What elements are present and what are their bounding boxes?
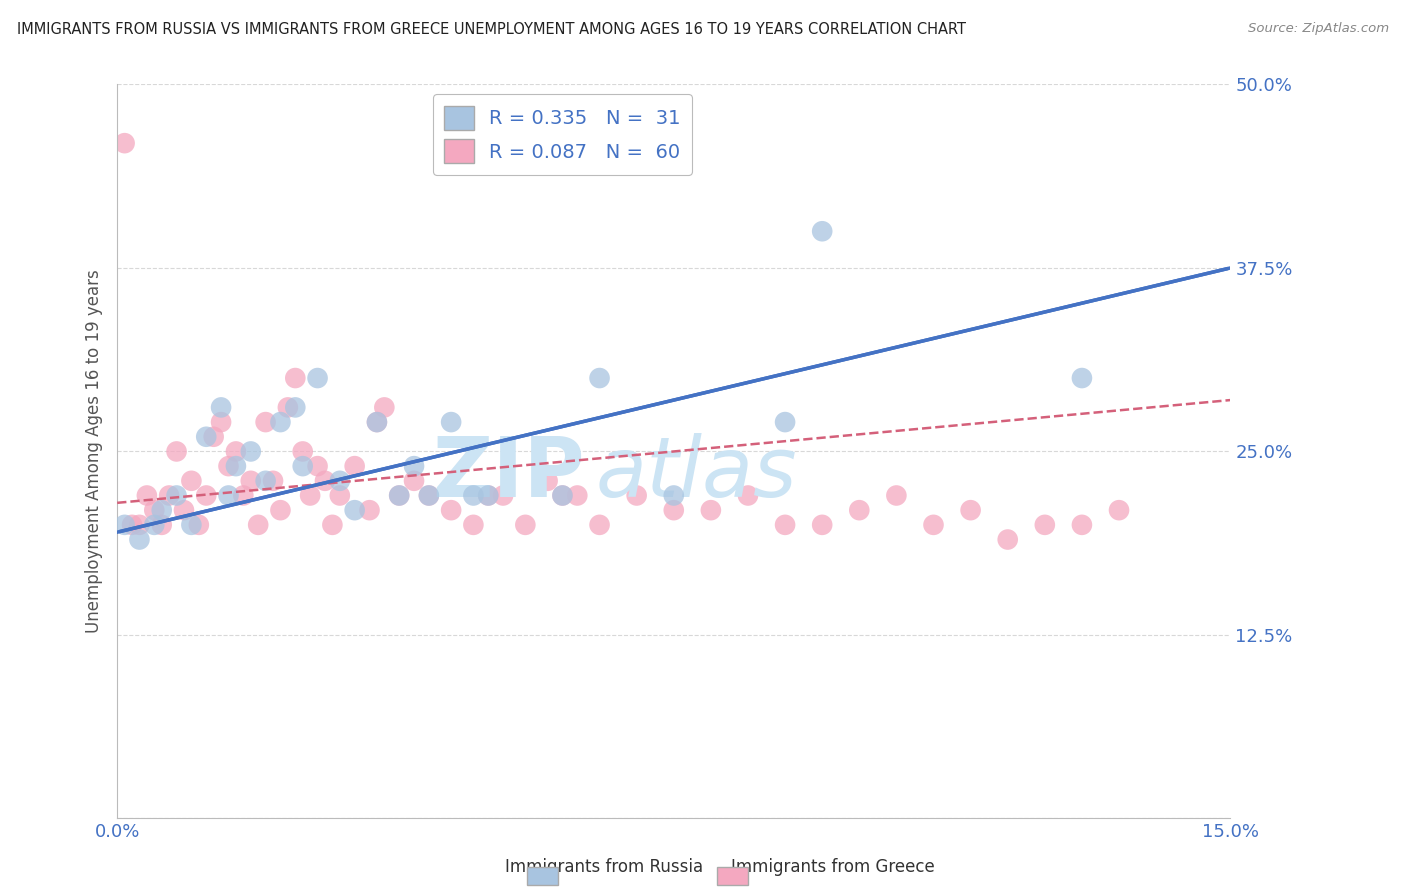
Point [329, 488, 352, 502]
Point [886, 488, 908, 502]
Text: Immigrants from Russia: Immigrants from Russia [505, 858, 703, 876]
Text: ZIP: ZIP [432, 433, 585, 514]
Point [277, 401, 299, 415]
Point [359, 503, 381, 517]
Point [307, 371, 329, 385]
Point [1071, 517, 1094, 532]
Point [284, 371, 307, 385]
Point [218, 459, 240, 474]
Point [773, 415, 796, 429]
Point [477, 488, 499, 502]
Point [284, 401, 307, 415]
Point [195, 430, 218, 444]
Point [247, 517, 270, 532]
Point [166, 488, 188, 502]
Point [588, 371, 610, 385]
Point [150, 517, 173, 532]
Point [143, 503, 166, 517]
Point [418, 488, 440, 502]
Text: IMMIGRANTS FROM RUSSIA VS IMMIGRANTS FROM GREECE UNEMPLOYMENT AMONG AGES 16 TO 1: IMMIGRANTS FROM RUSSIA VS IMMIGRANTS FRO… [17, 22, 966, 37]
Point [737, 488, 759, 502]
Point [588, 517, 610, 532]
Point [477, 488, 499, 502]
Point [773, 517, 796, 532]
Point [239, 444, 262, 458]
Point [225, 444, 247, 458]
Point [262, 474, 284, 488]
Point [195, 488, 218, 502]
Point [463, 488, 485, 502]
Point [314, 474, 336, 488]
Point [811, 517, 834, 532]
Point [1108, 503, 1130, 517]
Point [418, 488, 440, 502]
Point [180, 474, 202, 488]
Text: Source: ZipAtlas.com: Source: ZipAtlas.com [1249, 22, 1389, 36]
Point [291, 444, 314, 458]
Point [388, 488, 411, 502]
Point [626, 488, 648, 502]
Point [202, 430, 225, 444]
Point [492, 488, 515, 502]
Point [321, 517, 343, 532]
Point [269, 415, 291, 429]
Point [402, 459, 425, 474]
Point [209, 415, 232, 429]
Point [402, 474, 425, 488]
Point [343, 459, 366, 474]
Point [440, 415, 463, 429]
Point [307, 459, 329, 474]
Point [329, 474, 352, 488]
Legend: R = 0.335   N =  31, R = 0.087   N =  60: R = 0.335 N = 31, R = 0.087 N = 60 [433, 95, 692, 175]
Point [922, 517, 945, 532]
Point [128, 533, 150, 547]
Point [269, 503, 291, 517]
Point [662, 503, 685, 517]
Point [366, 415, 388, 429]
Point [209, 401, 232, 415]
Point [166, 444, 188, 458]
Point [551, 488, 574, 502]
Point [225, 459, 247, 474]
Point [173, 503, 195, 517]
Point [515, 517, 537, 532]
Point [811, 224, 834, 238]
Point [157, 488, 180, 502]
Point [114, 517, 136, 532]
Y-axis label: Unemployment Among Ages 16 to 19 years: Unemployment Among Ages 16 to 19 years [86, 269, 103, 633]
Point [291, 459, 314, 474]
Point [232, 488, 254, 502]
Point [959, 503, 981, 517]
Point [463, 517, 485, 532]
Point [700, 503, 723, 517]
Point [567, 488, 589, 502]
Point [388, 488, 411, 502]
Point [373, 401, 395, 415]
Text: Immigrants from Greece: Immigrants from Greece [731, 858, 935, 876]
Point [239, 474, 262, 488]
Point [218, 488, 240, 502]
Point [150, 503, 173, 517]
Point [180, 517, 202, 532]
Point [1033, 517, 1056, 532]
Point [343, 503, 366, 517]
Point [551, 488, 574, 502]
Point [135, 488, 157, 502]
Point [366, 415, 388, 429]
Point [187, 517, 209, 532]
Point [662, 488, 685, 502]
Point [848, 503, 870, 517]
Point [128, 517, 150, 532]
Point [254, 474, 277, 488]
Point [114, 136, 136, 150]
Point [143, 517, 166, 532]
Point [121, 517, 143, 532]
Point [299, 488, 322, 502]
Point [536, 474, 558, 488]
Text: atlas: atlas [596, 433, 797, 514]
Point [997, 533, 1019, 547]
Point [440, 503, 463, 517]
Point [1071, 371, 1094, 385]
Point [254, 415, 277, 429]
